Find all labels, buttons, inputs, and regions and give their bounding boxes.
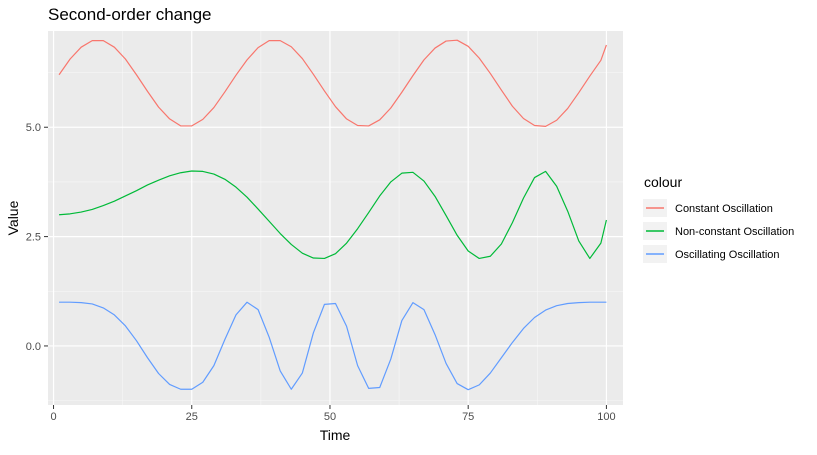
x-axis: 0 25 50 75 100 [50,405,616,423]
series-lines [58,39,607,391]
y-axis-title: Value [5,200,21,235]
chart-title: Second-order change [48,5,212,24]
major-gridlines [48,31,623,405]
legend-label: Non-constant Oscillation [675,226,794,238]
panel-background [48,31,623,405]
legend-title: colour [644,174,682,190]
y-tick-label: 5.0 [26,122,41,134]
series-line-3 [59,301,607,391]
legend: colour Constant Oscillation Non-constant … [643,174,794,263]
series-line-1 [58,39,607,127]
x-tick-label: 100 [597,411,615,423]
x-tick-label: 0 [50,411,56,423]
minor-gridlines [48,31,623,405]
y-tick-label: 2.5 [26,232,41,244]
legend-items: Constant Oscillation Non-constant Oscilla… [643,199,794,263]
legend-label: Constant Oscillation [675,203,773,215]
x-tick-label: 25 [186,411,198,423]
x-tick-label: 50 [324,411,336,423]
x-tick-label: 75 [462,411,474,423]
x-axis-title: Time [320,427,351,443]
plot-panel [48,31,623,405]
series-line-2 [59,170,607,260]
legend-label: Oscillating Oscillation [675,249,780,261]
y-axis: 0.0 2.5 5.0 [26,122,48,353]
y-tick-label: 0.0 [26,341,41,353]
